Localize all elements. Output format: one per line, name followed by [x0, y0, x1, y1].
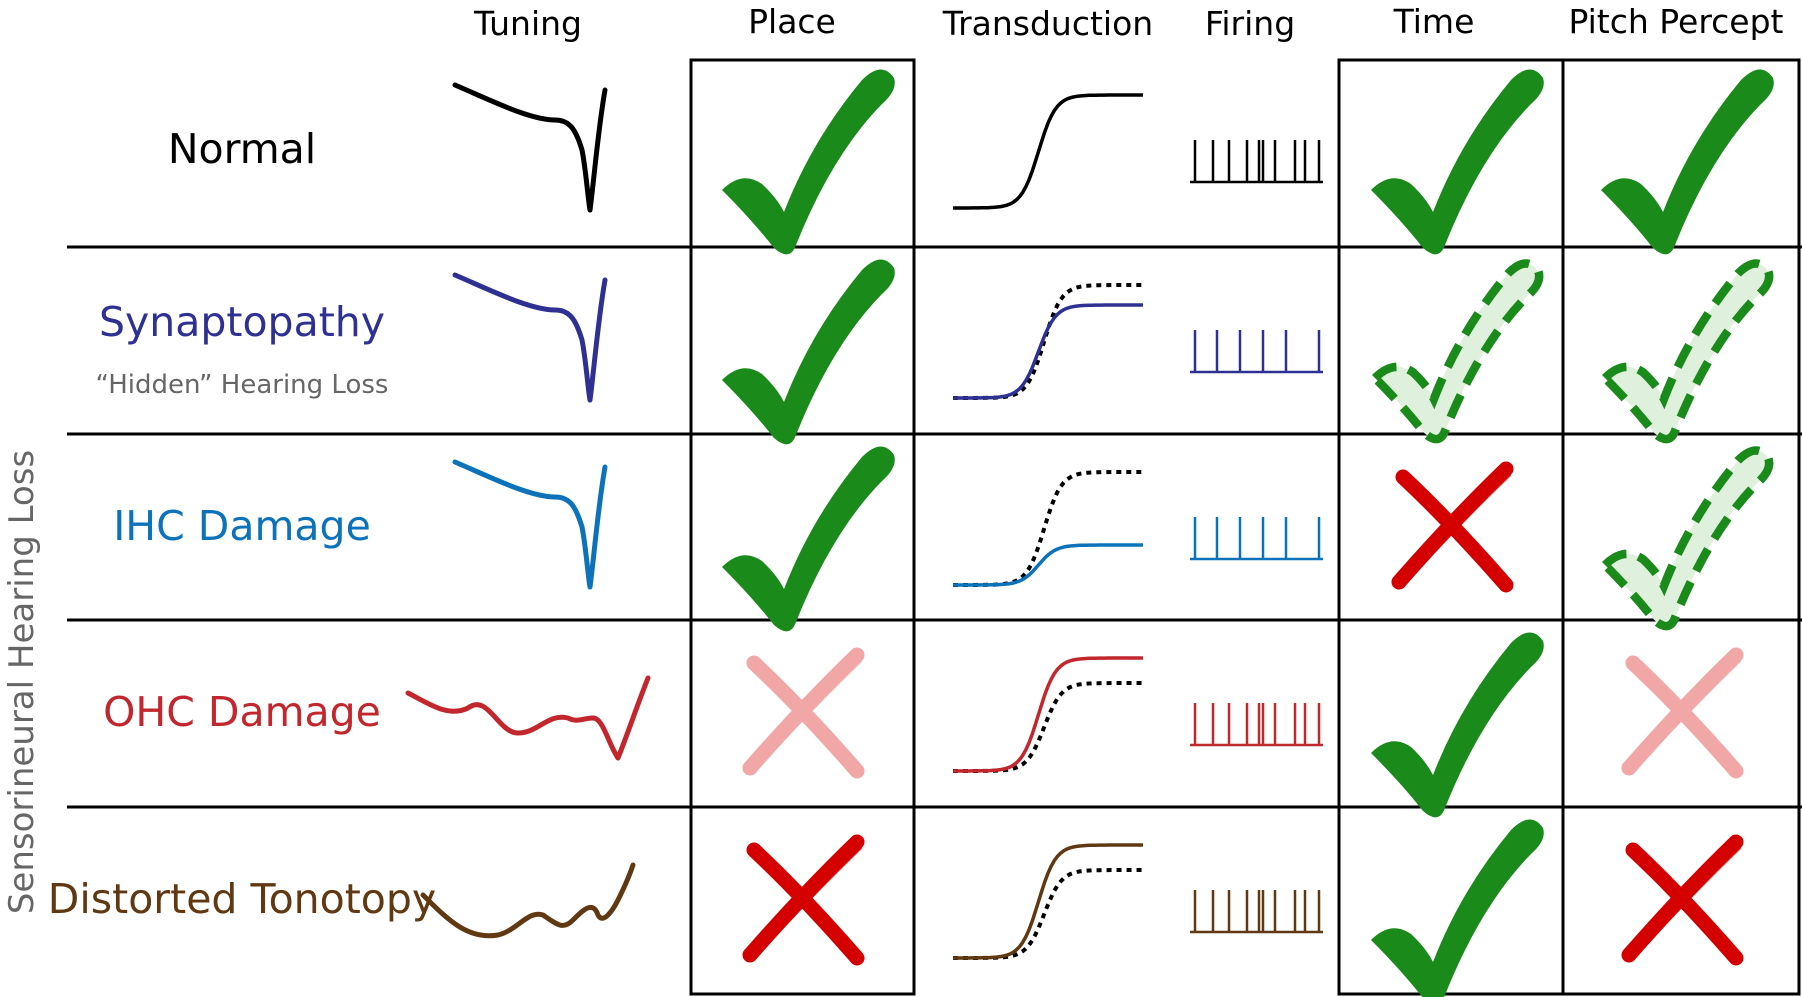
cross-icon — [742, 834, 865, 966]
dashed-check-icon — [1605, 264, 1769, 440]
firing-spikes — [1190, 703, 1323, 747]
column-headers: Tuning Place Transduction Firing Time Pi… — [473, 2, 1784, 43]
table-row: Normal — [168, 69, 1774, 255]
tuning-curve — [452, 82, 608, 213]
check-icon — [1371, 819, 1544, 997]
table-row: IHC Damage — [113, 446, 1769, 632]
dashed-check-icon — [1605, 451, 1769, 627]
table-row: Synaptopathy “Hidden” Hearing Loss — [96, 259, 1770, 445]
transduction-curve — [953, 303, 1143, 400]
check-icon — [1601, 69, 1774, 255]
firing-spikes — [1190, 890, 1323, 934]
transduction-curve — [953, 656, 1143, 773]
cross-icon — [1391, 461, 1514, 593]
check-icon — [722, 446, 895, 632]
row-label: Distorted Tonotopy — [48, 875, 436, 923]
check-icon — [722, 69, 895, 255]
header-firing: Firing — [1205, 4, 1295, 43]
row-label: IHC Damage — [113, 502, 371, 550]
firing-spikes — [1190, 517, 1323, 561]
side-label: Sensorineural Hearing Loss — [2, 450, 42, 914]
check-icon — [1371, 69, 1544, 255]
tuning-curve — [452, 459, 608, 590]
reference-curve — [953, 868, 1143, 960]
transduction-curve — [953, 93, 1143, 210]
table-grid — [67, 58, 1802, 996]
table-row: Distorted Tonotopy — [48, 819, 1744, 997]
header-transduction: Transduction — [942, 4, 1153, 43]
row-sublabel: “Hidden” Hearing Loss — [96, 370, 389, 400]
table-rows: Normal Synaptopathy “Hidden” Hearing Loss I… — [48, 69, 1774, 997]
reference-curve — [953, 470, 1143, 587]
header-pitch-percept: Pitch Percept — [1568, 2, 1783, 41]
tuning-curve — [405, 675, 651, 761]
transduction-curve — [953, 543, 1143, 587]
row-label: Synaptopathy — [99, 298, 385, 346]
header-time: Time — [1393, 2, 1475, 41]
transduction-curve — [953, 843, 1143, 960]
firing-spikes — [1190, 330, 1323, 374]
faded-cross-icon — [1621, 647, 1744, 779]
reference-curve — [953, 283, 1143, 400]
row-label: OHC Damage — [103, 688, 381, 736]
reference-curve — [953, 681, 1143, 773]
faded-cross-icon — [742, 647, 865, 779]
check-icon — [722, 259, 895, 445]
tuning-curve — [420, 862, 636, 939]
row-label: Normal — [168, 125, 316, 173]
check-icon — [1371, 632, 1544, 818]
dashed-check-icon — [1375, 264, 1539, 440]
tuning-curve — [452, 272, 608, 403]
firing-spikes — [1190, 140, 1323, 184]
header-tuning: Tuning — [473, 4, 582, 43]
cross-icon — [1621, 834, 1744, 966]
header-place: Place — [748, 2, 836, 41]
table-row: OHC Damage — [103, 632, 1744, 818]
